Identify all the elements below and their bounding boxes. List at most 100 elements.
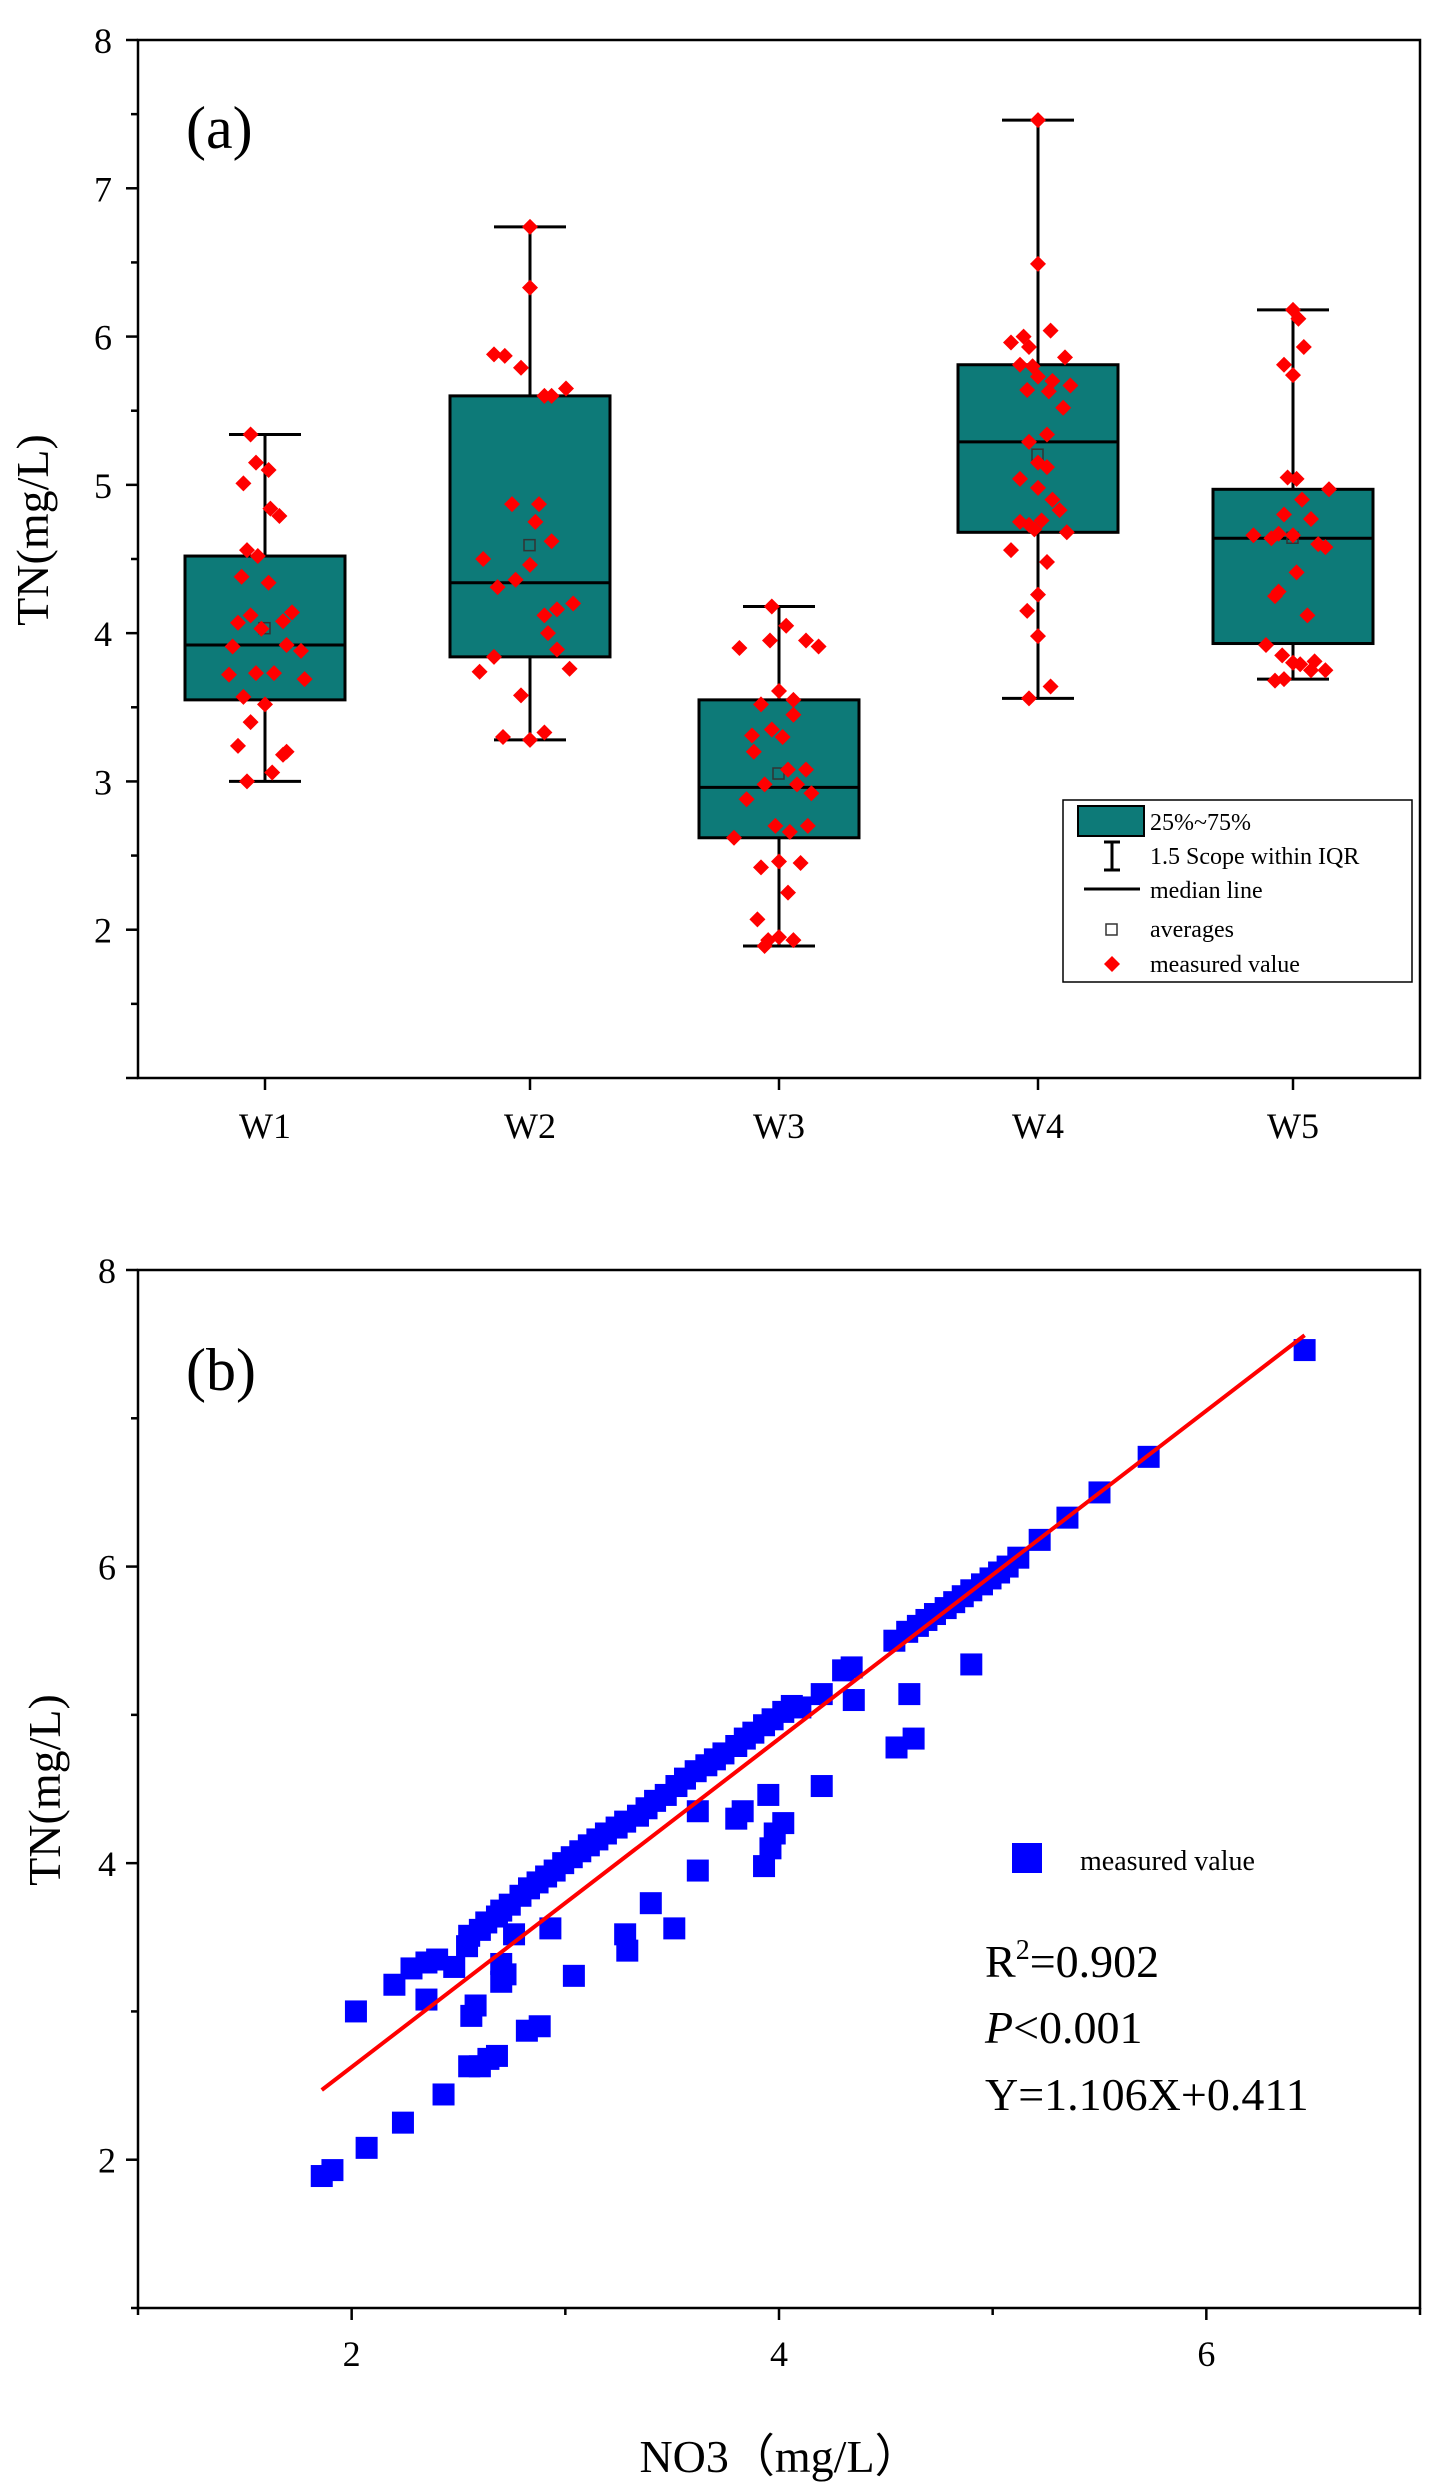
- measured-point: [1295, 338, 1312, 355]
- measured-point: [1294, 491, 1310, 508]
- legend-point-swatch: [1104, 956, 1120, 972]
- measured-point: [757, 1783, 780, 1806]
- measured-point: [239, 773, 255, 790]
- measured-point: [471, 663, 488, 680]
- measured-point: [1058, 524, 1075, 541]
- measured-point: [293, 642, 309, 659]
- iqr-box: [448, 394, 612, 659]
- measured-point: [771, 853, 787, 870]
- measured-point: [522, 731, 538, 748]
- r-squared-prefix: R: [985, 1936, 1016, 1987]
- measured-point: [789, 776, 805, 793]
- measured-point: [249, 548, 266, 565]
- measured-point: [1290, 310, 1307, 327]
- measured-point: [771, 682, 787, 699]
- measured-point: [1321, 481, 1337, 498]
- measured-point: [902, 1727, 925, 1750]
- measured-point: [1317, 539, 1334, 556]
- measured-point: [1292, 656, 1309, 673]
- measured-point: [614, 1923, 637, 1946]
- iqr-box: [697, 698, 861, 840]
- measured-point: [1019, 381, 1036, 398]
- panel-a-measured-points: [221, 112, 1337, 955]
- measured-point: [1317, 662, 1334, 679]
- measured-point: [1057, 349, 1073, 366]
- measured-point: [1030, 255, 1046, 272]
- measured-point: [745, 743, 762, 760]
- r-squared-annotation: R2=0.902: [985, 1935, 1159, 1987]
- measured-point: [1062, 377, 1079, 394]
- measured-point: [731, 1800, 754, 1823]
- iqr-box: [1211, 487, 1375, 646]
- measured-point: [230, 614, 246, 631]
- measured-point: [260, 574, 277, 591]
- measured-point: [1030, 628, 1046, 645]
- measured-point: [1042, 322, 1059, 339]
- measured-point: [842, 1689, 865, 1712]
- measured-point: [562, 1964, 585, 1987]
- measured-point: [235, 688, 252, 705]
- regression-line: [320, 1333, 1306, 2092]
- measured-point: [840, 1656, 863, 1679]
- measured-point: [507, 571, 524, 588]
- measured-point: [1276, 356, 1292, 373]
- y-tick-label: 2: [98, 2141, 116, 2181]
- panel-b-x-axis: 2 4 6: [136, 2308, 1422, 2374]
- measured-point: [772, 1812, 795, 1835]
- panel-a-legend: 25%~75% 1.5 Scope within IQR median line…: [1062, 799, 1413, 983]
- measured-point: [898, 1683, 921, 1706]
- panel-b-scatter: 2 4 6 8 2 4 6 (b) TN(mg/L) NO3（mg/L） measured…: [19, 1251, 1422, 2482]
- measured-point: [531, 496, 547, 513]
- measured-point: [485, 2044, 508, 2067]
- measured-point: [242, 714, 259, 731]
- measured-point: [785, 706, 802, 723]
- measured-point: [1019, 602, 1036, 619]
- measured-point: [536, 607, 553, 624]
- measured-point: [443, 1955, 466, 1978]
- panel-a-x-axis: W1 W2 W3 W4 W5: [239, 1078, 1319, 1146]
- measured-point: [1003, 542, 1019, 559]
- measured-point: [242, 607, 259, 624]
- measured-point: [778, 617, 795, 634]
- measured-point: [242, 426, 259, 443]
- measured-point: [278, 637, 295, 654]
- measured-point: [540, 625, 556, 642]
- measured-point: [744, 727, 760, 744]
- measured-point: [284, 604, 300, 621]
- measured-point: [257, 696, 273, 713]
- x-tick-label: 2: [343, 2334, 361, 2374]
- measured-point: [248, 454, 264, 471]
- measured-point: [475, 551, 492, 567]
- measured-point: [780, 761, 796, 778]
- panel-a-boxplot: 2 3 4 5 6 7 8 W1 W2 W3 W4 W5 (a) TN(mg/L) 25%~75% …: [7, 21, 1422, 1146]
- y-tick-label: 6: [98, 1548, 116, 1588]
- measured-point: [262, 500, 279, 517]
- r-squared-value: =0.902: [1030, 1936, 1159, 1987]
- measured-point: [785, 691, 802, 708]
- measured-point: [1055, 399, 1072, 416]
- measured-point: [1274, 647, 1291, 664]
- measured-point: [275, 746, 291, 763]
- measured-point: [321, 2159, 344, 2182]
- measured-point: [1258, 637, 1274, 654]
- measured-point: [1021, 690, 1037, 707]
- panel-a-boxes: [183, 118, 1375, 948]
- panel-a-y-axis: 2 3 4 5 6 7 8: [94, 21, 138, 1080]
- average-marker: [523, 538, 536, 552]
- measured-point: [260, 462, 277, 479]
- measured-point: [1299, 607, 1316, 624]
- measured-point: [513, 687, 529, 704]
- measured-point: [271, 507, 288, 524]
- measured-point: [432, 2083, 455, 2106]
- x-tick-label: W4: [1012, 1106, 1064, 1146]
- x-tick-label: W3: [753, 1106, 805, 1146]
- measured-point: [486, 346, 502, 363]
- y-tick-label: 7: [94, 169, 112, 209]
- measured-point: [543, 387, 560, 404]
- measured-point: [536, 724, 553, 741]
- measured-point: [561, 660, 578, 677]
- measured-point: [1288, 564, 1305, 581]
- measured-point: [1303, 662, 1319, 679]
- measured-point: [756, 938, 773, 955]
- measured-point: [803, 785, 820, 802]
